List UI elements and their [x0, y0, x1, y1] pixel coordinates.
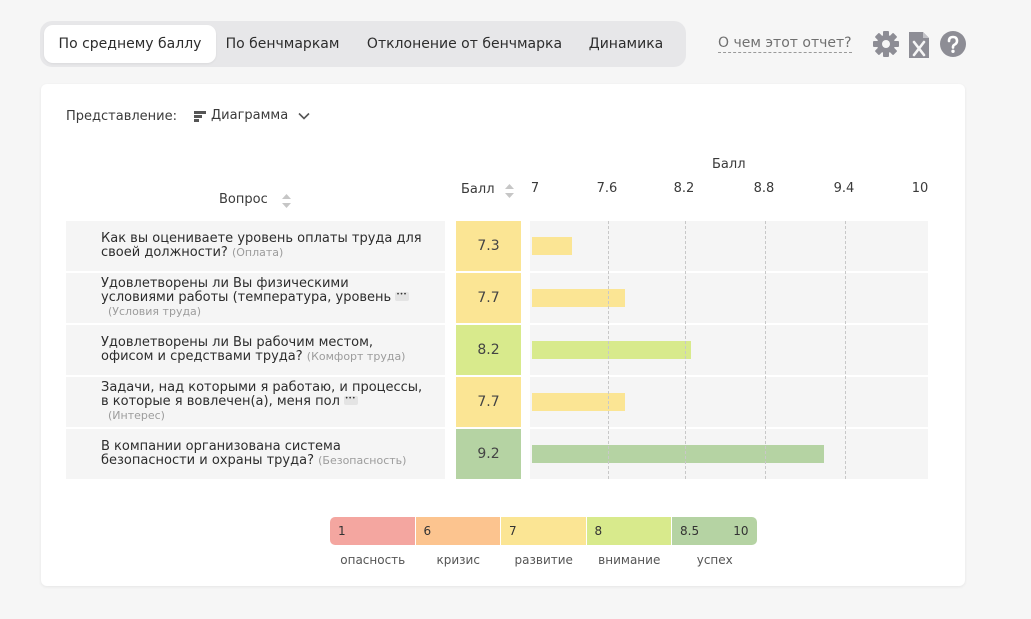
legend-value: 6	[423, 524, 432, 538]
excel-icon[interactable]	[906, 31, 932, 59]
legend-value: 1	[338, 524, 346, 538]
tab-benchmarks[interactable]: По бенчмаркам	[225, 36, 340, 52]
question-line: в которые я вовлечен(а), меня пол	[101, 394, 340, 409]
view-label: Представление:	[66, 109, 177, 124]
question-text: Задачи, над которыми я работаю, и процес…	[101, 381, 441, 423]
score-cell: 7.7	[456, 273, 521, 323]
tab-benchmark-deviation[interactable]: Отклонение от бенчмарка	[366, 36, 563, 52]
axis-tick-label: 8.2	[673, 181, 695, 196]
bar-track	[530, 221, 928, 271]
table-row: Удовлетворены ли Вы физическими условиями…	[66, 273, 445, 323]
score-bar[interactable]	[532, 341, 692, 359]
report-card: Представление: Диаграмма Вопрос Балл Бал…	[41, 84, 965, 586]
more-icon[interactable]	[343, 392, 358, 406]
legend-caption: развитие	[514, 553, 573, 567]
sort-icon[interactable]	[505, 184, 514, 198]
table-row: Как вы оцениваете уровень оплаты труда д…	[66, 221, 445, 271]
legend-value: 7	[509, 524, 517, 538]
help-icon[interactable]	[939, 30, 967, 58]
legend-segment: 8.5 10	[672, 517, 757, 545]
score-column-header[interactable]: Балл	[461, 182, 495, 197]
grid-line	[765, 221, 766, 479]
question-text: В компании организована система безопасно…	[101, 440, 441, 468]
score-cell: 9.2	[456, 429, 521, 479]
tab-dynamics[interactable]: Динамика	[588, 36, 664, 52]
bar-track	[530, 273, 928, 323]
about-report-link[interactable]: О чем этот отчет?	[718, 35, 852, 53]
question-text: Как вы оцениваете уровень оплаты труда д…	[101, 232, 441, 260]
legend-value: 10	[733, 524, 749, 538]
legend-segment: 1	[330, 517, 415, 545]
grid-line	[608, 221, 609, 479]
axis-tick-label: 9.4	[833, 181, 855, 196]
question-text: Удовлетворены ли Вы физическими условиями…	[101, 277, 441, 319]
question-category: (Оплата)	[231, 246, 284, 259]
bar-track	[530, 429, 928, 479]
legend-segment: 6	[415, 517, 500, 545]
legend-value: 8	[594, 524, 603, 538]
legend-caption: внимание	[598, 553, 661, 567]
question-category: (Комфорт труда)	[306, 350, 406, 363]
question-category: (Условия труда)	[108, 305, 202, 318]
bar-track	[530, 325, 928, 375]
grid-line	[845, 221, 846, 479]
question-line: своей должности?	[101, 245, 228, 260]
score-bar[interactable]	[532, 393, 625, 411]
more-icon[interactable]	[395, 288, 410, 302]
table-row: В компании организована система безопасно…	[66, 429, 445, 479]
legend-segment: 7	[501, 517, 586, 545]
legend-segment: 8	[586, 517, 671, 545]
question-line: Удовлетворены ли Вы рабочим местом,	[101, 335, 374, 350]
report-tabs: По среднему баллу По бенчмаркам Отклонен…	[40, 21, 686, 67]
bar-track	[530, 377, 928, 427]
legend-caption: опасность	[340, 553, 406, 567]
tab-average-score[interactable]: По среднему баллу	[44, 25, 216, 63]
question-line: офисом и средствами труда?	[101, 349, 303, 364]
question-line: Как вы оцениваете уровень оплаты труда д…	[101, 231, 422, 246]
sort-icon[interactable]	[282, 194, 291, 208]
question-text: Удовлетворены ли Вы рабочим местом, офисо…	[101, 336, 441, 364]
legend-caption: успех	[696, 553, 733, 567]
score-bar[interactable]	[532, 237, 572, 255]
question-line: В компании организована система	[101, 439, 341, 454]
chart-axis-title: Балл	[712, 157, 746, 172]
score-cell: 8.2	[456, 325, 521, 375]
view-select-value: Диаграмма	[211, 108, 289, 123]
score-bar[interactable]	[532, 289, 625, 307]
question-line: Задачи, над которыми я работаю, и процес…	[101, 380, 423, 395]
axis-tick-label: 10	[911, 181, 929, 196]
bar-chart-icon	[194, 111, 206, 122]
table-row: Задачи, над которыми я работаю, и процес…	[66, 377, 445, 427]
question-line: условиями работы (температура, уровень	[101, 290, 392, 305]
grid-line	[685, 221, 686, 479]
question-category: (Интерес)	[108, 409, 165, 422]
table-row: Удовлетворены ли Вы рабочим местом, офисо…	[66, 325, 445, 375]
question-line: безопасности и охраны труда?	[101, 453, 314, 468]
axis-tick-label: 8.8	[753, 181, 775, 196]
axis-tick-label: 7	[530, 181, 540, 196]
axis-tick-label: 7.6	[596, 181, 618, 196]
legend-caption: кризис	[436, 553, 480, 567]
score-cell: 7.7	[456, 377, 521, 427]
chevron-down-icon	[298, 112, 310, 120]
question-line: Удовлетворены ли Вы физическими	[101, 276, 349, 291]
score-cell: 7.3	[456, 221, 521, 271]
legend-value: 8.5	[680, 524, 700, 538]
score-bar[interactable]	[532, 445, 824, 463]
gear-icon[interactable]	[872, 30, 900, 58]
question-category: (Безопасность)	[318, 454, 407, 467]
question-column-header[interactable]: Вопрос	[219, 192, 268, 207]
